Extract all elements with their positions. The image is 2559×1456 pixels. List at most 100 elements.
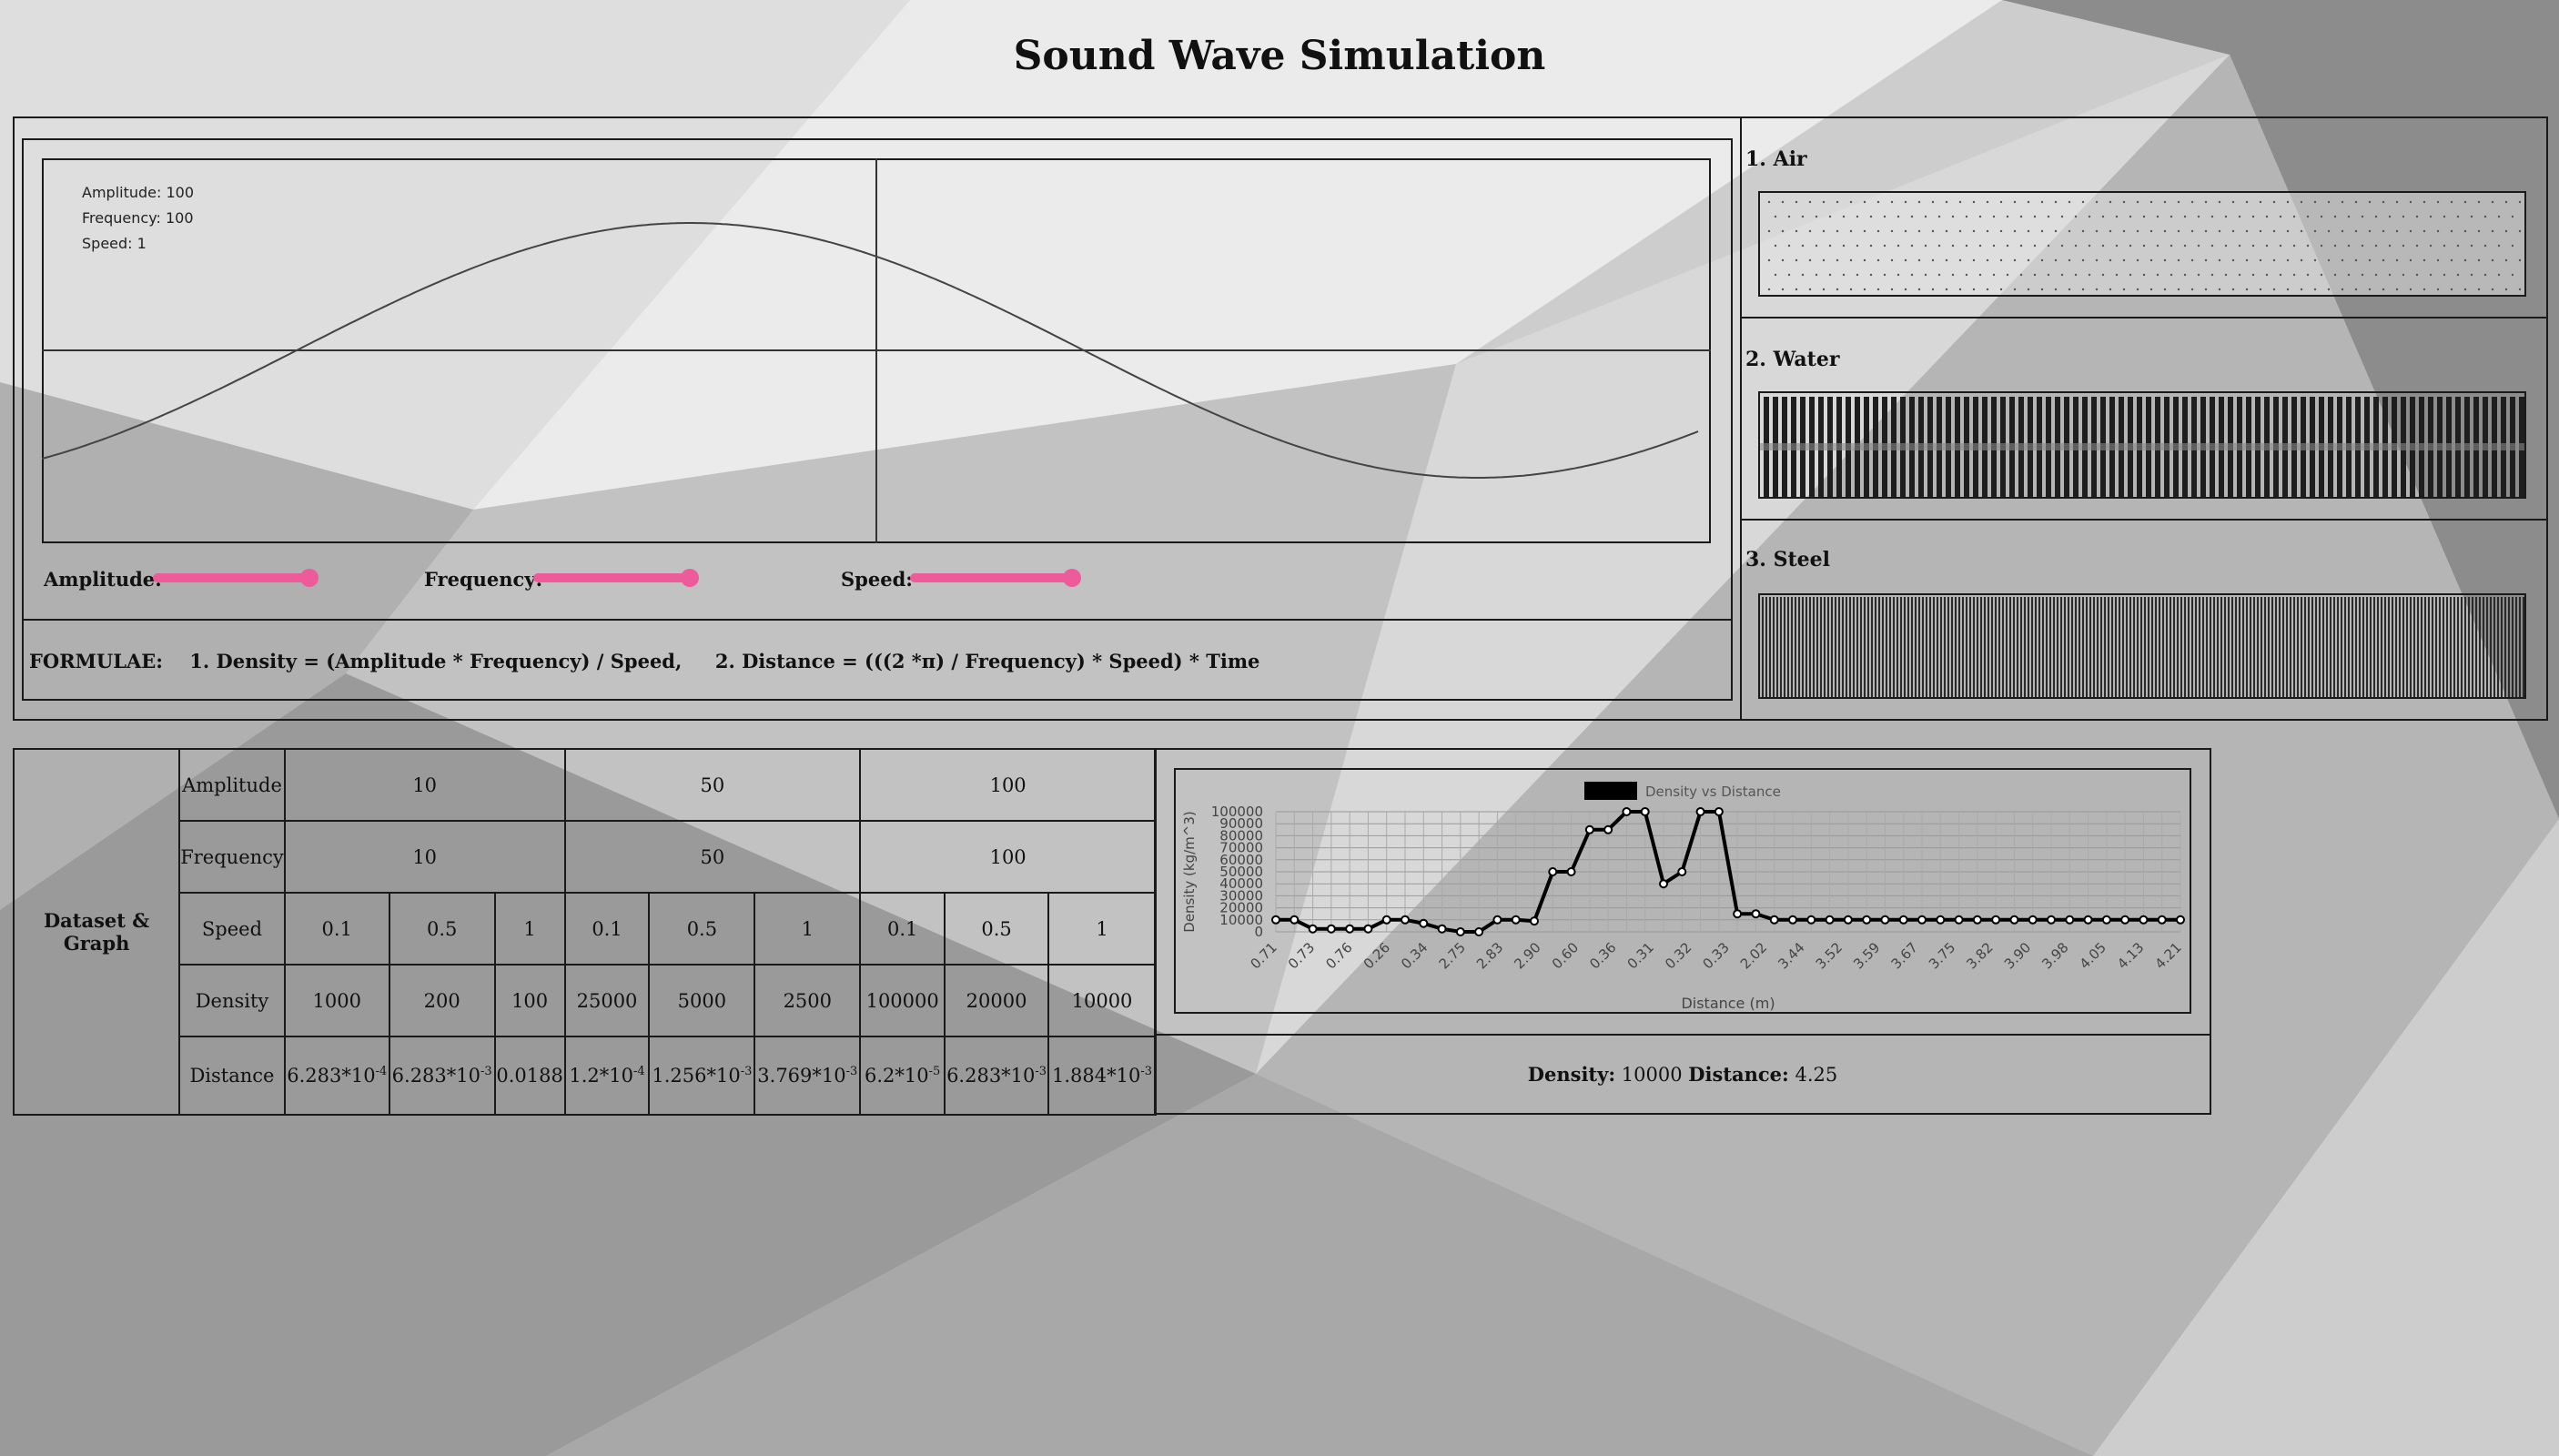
data-point xyxy=(1752,910,1759,917)
data-point xyxy=(1401,916,1409,924)
data-point xyxy=(1715,808,1723,815)
x-axis-label: Distance (m) xyxy=(1681,995,1775,1012)
data-point xyxy=(1493,916,1501,924)
x-tick-label: 0.36 xyxy=(1586,939,1619,972)
frequency-slider[interactable] xyxy=(533,573,690,582)
frequency-slider-thumb[interactable] xyxy=(681,569,699,587)
distance-cell: 6.283*10-3 xyxy=(389,1036,495,1115)
amplitude-slider-thumb[interactable] xyxy=(300,569,319,587)
density-cell: 25000 xyxy=(565,965,650,1036)
frequency-cell: 50 xyxy=(565,821,861,893)
x-tick-label: 3.82 xyxy=(1963,939,1996,972)
data-point xyxy=(2177,916,2184,924)
row-label-amplitude: Amplitude xyxy=(179,749,285,821)
data-point xyxy=(1807,916,1815,924)
divider xyxy=(1154,1034,2211,1036)
data-point xyxy=(1586,826,1593,834)
x-tick-label: 3.98 xyxy=(2038,939,2071,972)
x-tick-label: 0.60 xyxy=(1549,939,1582,972)
amplitude-cell: 10 xyxy=(285,749,565,821)
data-point xyxy=(1974,916,1981,924)
x-tick-label: 3.90 xyxy=(2001,939,2034,972)
page-title: Sound Wave Simulation xyxy=(0,33,2559,79)
density-cell: 2500 xyxy=(754,965,860,1036)
dataset-side-label: Dataset & Graph xyxy=(14,749,179,1115)
x-tick-label: 4.21 xyxy=(2151,939,2184,972)
data-point xyxy=(2121,916,2129,924)
speed-cell: 1 xyxy=(1048,893,1156,965)
data-point xyxy=(1531,917,1538,925)
data-point xyxy=(2010,916,2018,924)
density-cell: 10000 xyxy=(1048,965,1156,1036)
speed-slider-thumb[interactable] xyxy=(1063,569,1081,587)
data-point xyxy=(1623,808,1630,815)
x-tick-label: 2.83 xyxy=(1473,939,1506,972)
x-tick-label: 0.32 xyxy=(1662,939,1694,972)
data-point xyxy=(2139,916,2147,924)
data-point xyxy=(1512,916,1520,924)
row-label-speed: Speed xyxy=(179,893,285,965)
result-readout: Density: 10000 Distance: 4.25 xyxy=(1154,1063,2211,1086)
data-point xyxy=(1956,916,1963,924)
speed-slider[interactable] xyxy=(910,573,1072,582)
y-axis-label: Density (kg/m^3) xyxy=(1181,811,1198,932)
row-label-density: Density xyxy=(179,965,285,1036)
x-tick-label: 0.33 xyxy=(1699,939,1732,972)
dataset-table: Dataset & Graph Amplitude 10 50 100 Freq… xyxy=(13,748,1157,1116)
x-tick-label: 0.73 xyxy=(1285,939,1318,972)
data-point xyxy=(1383,916,1391,924)
data-point xyxy=(2066,916,2073,924)
data-point xyxy=(2159,916,2166,924)
amplitude-slider-label: Amplitude: xyxy=(44,568,162,591)
distance-cell: 1.256*10-3 xyxy=(649,1036,754,1115)
density-cell: 200 xyxy=(389,965,495,1036)
data-point xyxy=(1568,868,1575,875)
x-tick-label: 0.26 xyxy=(1360,939,1393,972)
data-point xyxy=(1678,868,1685,875)
speed-cell: 0.5 xyxy=(649,893,754,965)
legend-swatch xyxy=(1584,782,1637,800)
steel-particles xyxy=(1758,593,2526,699)
data-point xyxy=(1660,880,1667,887)
data-point xyxy=(1310,925,1317,933)
data-point xyxy=(1439,925,1446,933)
data-point xyxy=(1734,910,1741,917)
data-point xyxy=(1937,916,1944,924)
amplitude-slider[interactable] xyxy=(153,573,309,582)
distance-cell: 6.2*10-5 xyxy=(860,1036,945,1115)
distance-result-label: Distance: xyxy=(1688,1063,1789,1086)
speed-cell: 0.5 xyxy=(945,893,1048,965)
data-point xyxy=(1420,920,1427,927)
data-point xyxy=(1604,826,1612,834)
data-point xyxy=(1290,916,1298,924)
data-point xyxy=(1863,916,1870,924)
x-tick-label: 0.76 xyxy=(1322,939,1355,972)
x-tick-label: 0.31 xyxy=(1624,939,1657,972)
y-tick-label: 100000 xyxy=(1211,804,1263,820)
legend-label: Density vs Distance xyxy=(1645,784,1781,800)
data-point xyxy=(1771,916,1778,924)
density-cell: 100 xyxy=(495,965,565,1036)
row-label-distance: Distance xyxy=(179,1036,285,1115)
x-tick-label: 4.05 xyxy=(2077,939,2109,972)
data-point xyxy=(1992,916,1999,924)
distance-cell: 0.0188 xyxy=(495,1036,565,1115)
data-point xyxy=(1346,925,1353,933)
distance-result-value: 4.25 xyxy=(1795,1064,1837,1086)
amplitude-cell: 100 xyxy=(860,749,1156,821)
density-cell: 1000 xyxy=(285,965,389,1036)
x-tick-label: 0.71 xyxy=(1247,939,1280,972)
data-point xyxy=(1789,916,1796,924)
data-point xyxy=(1881,916,1888,924)
data-point xyxy=(1642,808,1649,815)
frequency-readout: Frequency: 100 xyxy=(82,209,194,227)
water-particles xyxy=(1758,391,2526,499)
distance-cell: 1.884*10-3 xyxy=(1048,1036,1156,1115)
wave-plot xyxy=(42,158,1711,543)
speed-cell: 0.1 xyxy=(565,893,650,965)
speed-cell: 0.1 xyxy=(285,893,389,965)
distance-cell: 6.283*10-3 xyxy=(945,1036,1048,1115)
distance-cell: 1.2*10-4 xyxy=(565,1036,650,1115)
divider xyxy=(1740,317,2548,318)
data-point xyxy=(1845,916,1852,924)
